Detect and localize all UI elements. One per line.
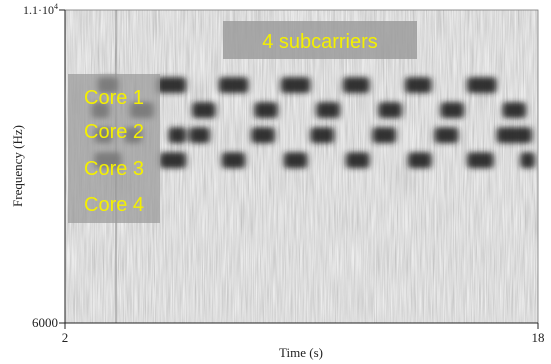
burst-core-3-8 xyxy=(434,127,459,144)
burst-core-1-5 xyxy=(342,77,370,94)
core-2-label: Core 2 xyxy=(84,121,144,143)
burst-core-2-3 xyxy=(192,102,216,119)
burst-core-4-5 xyxy=(345,152,370,169)
burst-core-2-7 xyxy=(440,102,465,119)
burst-core-3-6 xyxy=(310,127,335,144)
burst-core-3-7 xyxy=(372,127,397,144)
burst-core-4-3 xyxy=(221,152,246,169)
burst-core-2-6 xyxy=(378,102,403,119)
core-4-label: Core 4 xyxy=(84,194,144,216)
burst-layer xyxy=(91,77,536,169)
burst-core-4-8 xyxy=(520,152,536,169)
burst-core-4-2 xyxy=(159,152,187,169)
burst-core-2-5 xyxy=(316,102,340,119)
burst-core-2-8 xyxy=(502,102,527,119)
core-labels-box xyxy=(68,74,160,223)
burst-core-1-4 xyxy=(280,77,311,94)
burst-core-4-4 xyxy=(283,152,308,169)
burst-core-4-7 xyxy=(467,152,494,169)
burst-core-3-9 xyxy=(496,127,533,144)
burst-core-1-2 xyxy=(156,77,187,94)
x-tick-label-18: 18 xyxy=(532,330,545,345)
x-tick-label-2: 2 xyxy=(62,330,69,345)
burst-core-1-7 xyxy=(467,77,497,94)
burst-core-3-4 xyxy=(189,127,210,144)
y-tick-label-top-exponent: 4 xyxy=(54,2,58,11)
y-tick-label-6000: 6000 xyxy=(32,315,58,330)
subcarriers-label: 4 subcarriers xyxy=(262,31,378,53)
y-tick-label-top: 1.1·104 xyxy=(23,2,58,17)
subcarriers-label-box xyxy=(223,21,417,59)
burst-core-1-3 xyxy=(218,77,249,94)
core-3-label: Core 3 xyxy=(84,158,144,180)
burst-core-4-6 xyxy=(407,152,432,169)
burst-core-2-4 xyxy=(254,102,278,119)
core-1-label: Core 1 xyxy=(84,87,144,109)
burst-core-3-3 xyxy=(168,127,187,144)
burst-core-1-6 xyxy=(404,77,432,94)
plot-area: 4 subcarriers Core 1 Core 2 Core 3 Core … xyxy=(65,10,538,323)
burst-core-3-5 xyxy=(251,127,275,144)
x-axis-title: Time (s) xyxy=(279,345,323,360)
y-axis-title: Frequency (Hz) xyxy=(10,125,25,207)
y-tick-label-top-mantissa: 1.1·10 xyxy=(23,3,54,17)
